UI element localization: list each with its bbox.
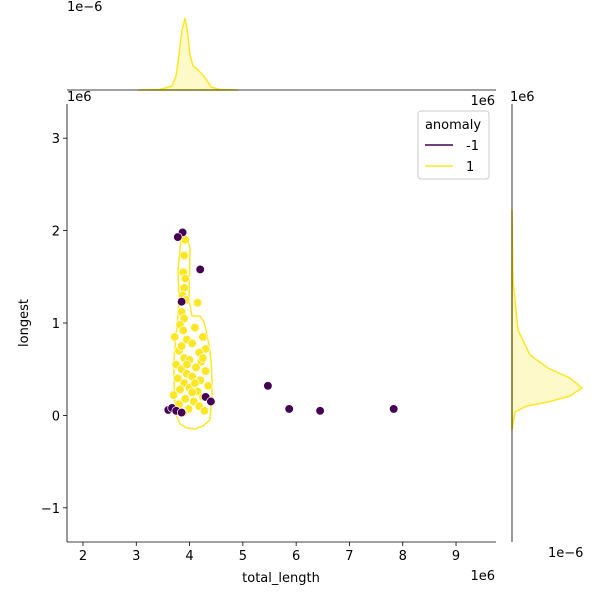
anomaly-point [315,406,325,416]
normal-point [200,366,211,376]
scatter-points [163,227,399,418]
right-y-scale-label: 1e6 [510,90,535,105]
x-tick-label: 4 [185,549,193,564]
normal-point [199,406,210,416]
top-marginal: 1e−6 [67,0,496,91]
kde-contour-path [173,234,213,430]
anomaly-point [263,381,273,391]
x-scale-label: 1e6 [470,569,495,584]
anomaly-point [173,232,183,242]
anomaly-point [389,404,399,414]
x-tick-label: 3 [132,549,140,564]
legend-label-neg: -1 [466,139,479,154]
y-tick-label: 3 [52,132,60,147]
normal-point [191,362,201,373]
top-marginal-scale-label: 1e−6 [67,0,102,15]
x-tick-label: 9 [452,549,460,564]
normal-point [180,273,190,284]
normal-point [192,298,203,308]
anomaly-point [284,404,294,414]
top-x-scale-label: 1e6 [470,94,495,109]
x-axis-label: total_length [242,571,320,586]
y-axis-label: longest [17,299,32,347]
anomaly-point [206,396,216,407]
y-scale-label: 1e6 [67,90,92,105]
normal-point [179,250,189,261]
normal-point [190,322,200,333]
y-tick-label: −1 [41,502,60,517]
anomaly-point [176,297,187,307]
legend-label-pos: 1 [466,160,474,175]
y-tick-label: 1 [52,317,60,332]
normal-point [182,359,192,370]
normal-point [180,394,190,404]
normal-point [179,313,189,324]
legend-box [417,110,490,180]
normal-point [175,384,185,395]
anomaly-point [195,264,205,275]
x-tick-label: 5 [239,549,247,564]
normal-point [198,353,208,363]
normal-point [203,381,213,391]
normal-point [187,338,197,348]
right-marginal: 1e−6 [511,104,584,561]
normal-point [168,390,179,400]
normal-point [187,387,197,397]
normal-point [176,341,187,351]
normal-point [178,325,188,336]
x-tick-label: 6 [292,549,300,564]
legend-title: anomaly [425,118,481,133]
x-tick-label: 7 [345,549,353,564]
x-tick-label: 2 [79,549,87,564]
y-ticks: −1 0 1 2 3 [41,132,67,517]
legend: anomaly -1 1 [417,110,490,180]
x-ticks: 2 3 4 5 6 7 8 9 [79,542,460,564]
normal-point [173,373,183,384]
right-marginal-density [511,209,584,431]
main-axes: 2 3 4 5 6 7 8 9 −1 0 1 2 3 total_length longest 1e6… [17,90,535,586]
anomaly-point [176,407,187,418]
x-tick-label: 8 [399,549,407,564]
normal-point [190,378,200,388]
kde-contour [173,234,213,430]
y-tick-label: 2 [52,225,60,240]
y-tick-label: 0 [52,409,60,424]
top-marginal-density [137,17,239,91]
right-marginal-scale-label: 1e−6 [548,546,583,561]
normal-point [198,332,208,342]
normal-point [169,332,180,342]
